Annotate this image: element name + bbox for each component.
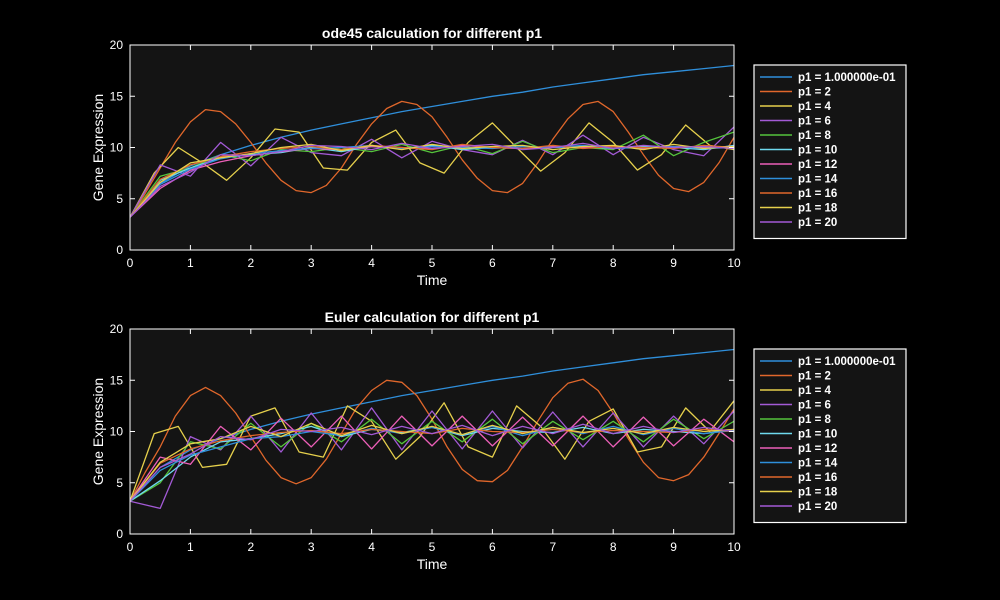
legend: p1 = 1.000000e-01 p1 = 2 p1 = 4 p1 = 6 p1 = … xyxy=(753,348,907,524)
series-line-1 xyxy=(130,348,734,502)
x-axis-label: Time xyxy=(417,272,448,288)
legend-label: p1 = 8 xyxy=(798,414,832,426)
legend-label: p1 = 20 xyxy=(798,217,837,229)
series-line-1 xyxy=(130,64,734,218)
legend-box xyxy=(753,64,907,240)
series-line-11 xyxy=(130,142,734,218)
legend: p1 = 1.000000e-01 p1 = 2 p1 = 4 p1 = 6 p1 = … xyxy=(753,64,907,240)
y-tick-label: 5 xyxy=(116,192,123,206)
y-tick-label: 0 xyxy=(116,527,123,541)
x-tick-label: 6 xyxy=(489,540,496,554)
legend-label: p1 = 6 xyxy=(798,400,831,412)
y-tick-label: 15 xyxy=(110,373,124,387)
series-line-4 xyxy=(130,126,734,218)
y-tick-label: 10 xyxy=(110,425,124,439)
x-tick-label: 1 xyxy=(187,256,194,270)
legend-label: p1 = 4 xyxy=(798,385,832,397)
x-tick-label: 6 xyxy=(489,256,496,270)
chart-title: ode45 calculation for different p1 xyxy=(322,25,542,41)
x-tick-label: 3 xyxy=(308,540,315,554)
legend-label: p1 = 10 xyxy=(798,145,837,157)
y-tick-label: 15 xyxy=(110,89,124,103)
chart-1: 0 1 2 3 4 5 6 7 8 9 10 0 5 10 15 20 ode45 calculation fo… xyxy=(90,25,907,288)
chart-title: Euler calculation for different p1 xyxy=(325,309,540,325)
x-tick-label: 8 xyxy=(610,540,617,554)
x-axis-label: Time xyxy=(417,556,448,572)
x-tick-label: 10 xyxy=(727,256,741,270)
x-tick-label: 2 xyxy=(247,256,254,270)
x-tick-label: 4 xyxy=(368,540,375,554)
x-tick-label: 5 xyxy=(429,256,436,270)
x-tick-label: 9 xyxy=(670,540,677,554)
legend-label: p1 = 16 xyxy=(798,472,837,484)
x-tick-label: 0 xyxy=(127,540,134,554)
x-tick-label: 2 xyxy=(247,540,254,554)
x-tick-label: 0 xyxy=(127,256,134,270)
legend-label: p1 = 1.000000e-01 xyxy=(798,356,896,368)
y-tick-label: 20 xyxy=(110,38,124,52)
x-tick-label: 4 xyxy=(368,256,375,270)
series-line-10 xyxy=(130,143,734,218)
legend-label: p1 = 10 xyxy=(798,429,837,441)
x-tick-label: 1 xyxy=(187,540,194,554)
y-tick-label: 10 xyxy=(110,141,124,155)
y-tick-label: 0 xyxy=(116,243,123,257)
legend-label: p1 = 12 xyxy=(798,159,837,171)
x-tick-label: 9 xyxy=(670,256,677,270)
y-tick-label: 20 xyxy=(110,322,124,336)
x-tick-label: 5 xyxy=(429,540,436,554)
legend-label: p1 = 14 xyxy=(798,174,838,186)
legend-label: p1 = 1.000000e-01 xyxy=(798,72,896,84)
y-tick-label: 5 xyxy=(116,476,123,490)
y-axis-label: Gene Expression xyxy=(90,378,106,485)
legend-label: p1 = 2 xyxy=(798,87,831,99)
series-group xyxy=(130,64,734,218)
y-axis-label: Gene Expression xyxy=(90,94,106,201)
series-line-10 xyxy=(130,422,734,502)
legend-label: p1 = 14 xyxy=(798,458,838,470)
chart-2: 0 1 2 3 4 5 6 7 8 9 10 0 5 10 15 20 Euler calculation fo… xyxy=(90,309,907,572)
series-line-3 xyxy=(130,122,734,218)
legend-label: p1 = 16 xyxy=(798,188,837,200)
legend-label: p1 = 18 xyxy=(798,487,838,499)
legend-label: p1 = 4 xyxy=(798,101,832,113)
series-line-11 xyxy=(130,423,734,502)
x-tick-label: 7 xyxy=(549,540,556,554)
legend-label: p1 = 20 xyxy=(798,501,837,513)
x-tick-label: 3 xyxy=(308,256,315,270)
x-tick-label: 10 xyxy=(727,540,741,554)
series-group xyxy=(130,348,734,510)
legend-label: p1 = 8 xyxy=(798,130,832,142)
legend-label: p1 = 18 xyxy=(798,203,838,215)
legend-label: p1 = 12 xyxy=(798,443,837,455)
legend-label: p1 = 2 xyxy=(798,371,831,383)
legend-box xyxy=(753,348,907,524)
x-tick-label: 7 xyxy=(549,256,556,270)
series-line-3 xyxy=(130,400,734,502)
x-tick-label: 8 xyxy=(610,256,617,270)
legend-label: p1 = 6 xyxy=(798,116,831,128)
